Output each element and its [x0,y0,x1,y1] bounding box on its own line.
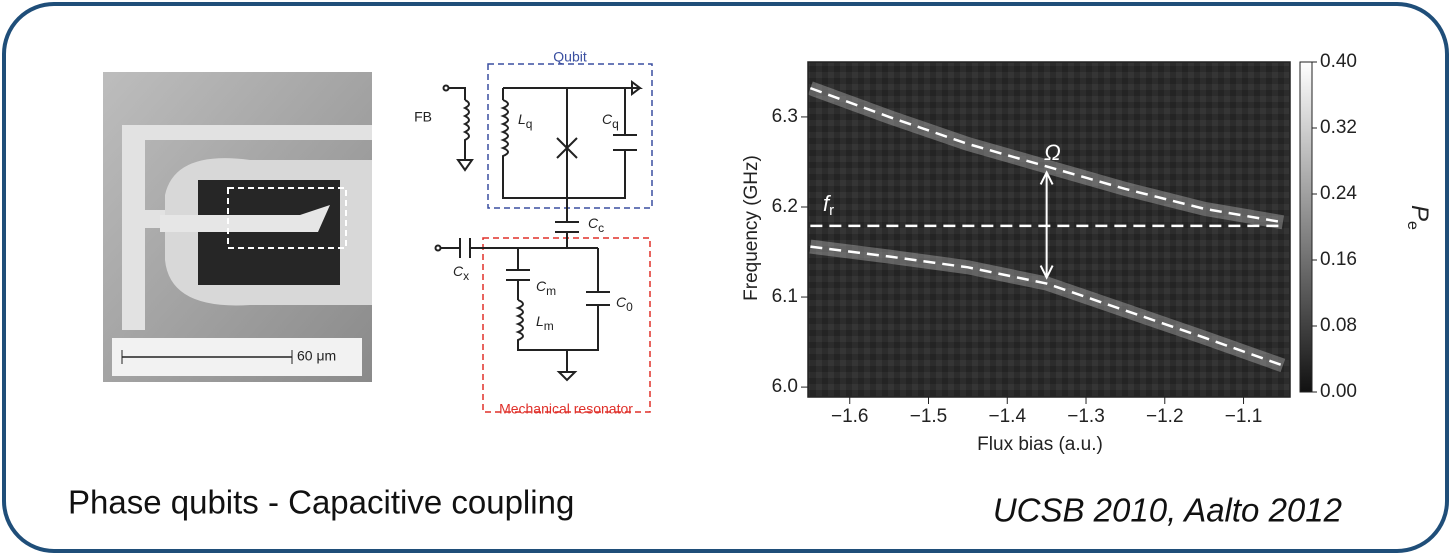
colorbar-tick-label: 0.40 [1320,51,1357,72]
subscript: r [829,202,834,219]
subscript: m [544,319,554,333]
symbol: L [518,111,526,127]
subscript: 0 [626,300,633,314]
scale-label: 60 μm [297,348,336,364]
x-tick-label: −1.1 [1225,406,1263,427]
slide: 60 μm Qubit Mechanical resonator FB Lq C… [0,0,1451,555]
subscript: c [598,221,604,235]
colorbar-tick-label: 0.24 [1320,183,1357,204]
caption: Phase qubits - Capacitive coupling [68,484,574,521]
annotation: Ω [1044,140,1061,165]
fb-label: FB [414,109,432,125]
x-tick-label: −1.4 [989,406,1027,427]
x-tick-label: −1.2 [1146,406,1184,427]
qubit-label: Qubit [553,49,587,65]
subscript: e [1404,221,1421,230]
colorbar-tick-label: 0.32 [1320,117,1357,138]
subscript: m [546,284,556,298]
y-tick-label: 6.2 [772,196,798,217]
subscript: x [463,269,469,283]
x-tick-label: −1.6 [831,406,869,427]
symbol: P [1406,205,1433,221]
citation: UCSB 2010, Aalto 2012 [993,492,1342,529]
x-axis-label: Flux bias (a.u.) [977,434,1103,455]
subscript: q [526,117,533,131]
y-tick-label: 6.1 [772,286,798,307]
colorbar [1300,62,1312,392]
resonator-label: Mechanical resonator [499,401,633,417]
y-axis-label: Frequency (GHz) [741,155,762,301]
chart: −1.6 −1.5 −1.4 −1.3 −1.2 −1.1 6.0 6.1 6.2 6.3 0.00… [772,51,1358,427]
colorbar-tick-label: 0.00 [1320,381,1357,402]
page: {"slide": {"caption": "Phase qubits - Ca… [0,0,1451,555]
cavity [198,180,340,285]
symbol: L [536,313,544,329]
y-tick-label: 6.0 [772,376,798,397]
colorbar-tick-label: 0.08 [1320,315,1357,336]
subscript: q [612,117,619,131]
x-tick-label: −1.5 [910,406,948,427]
y-tick-label: 6.3 [772,106,798,127]
x-tick-label: −1.3 [1067,406,1105,427]
micrograph: 60 μm [103,72,372,382]
colorbar-tick-label: 0.16 [1320,249,1357,270]
